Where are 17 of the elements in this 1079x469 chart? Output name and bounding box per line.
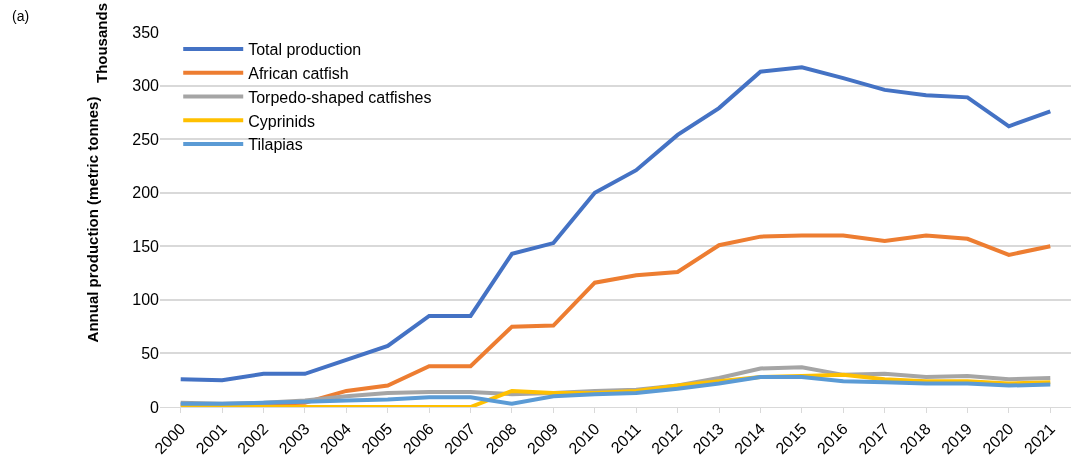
text: Thousands — [92, 3, 110, 84]
legend-label: Cyprinids — [248, 112, 315, 130]
y-tick-label: 100 — [132, 291, 160, 309]
y-tick-label: 150 — [132, 237, 160, 255]
y-axis-title: Annual production (metric tonnes) — [83, 96, 101, 343]
y-tick-label: 0 — [150, 398, 160, 416]
y-tick-label: 200 — [132, 184, 160, 202]
y-tick-label: 250 — [132, 130, 160, 148]
legend-label: African catfish — [248, 64, 349, 82]
y-tick-label: 50 — [141, 345, 160, 363]
line-series — [178, 65, 1053, 383]
y-tick-label: 300 — [132, 77, 160, 95]
y-tick-label: 350 — [132, 23, 160, 41]
legend-label: Total production — [248, 41, 362, 59]
text: (a) — [12, 8, 30, 24]
legend-label: Tilapias — [248, 136, 303, 154]
legend-label: Torpedo-shaped catfishes — [248, 88, 432, 106]
